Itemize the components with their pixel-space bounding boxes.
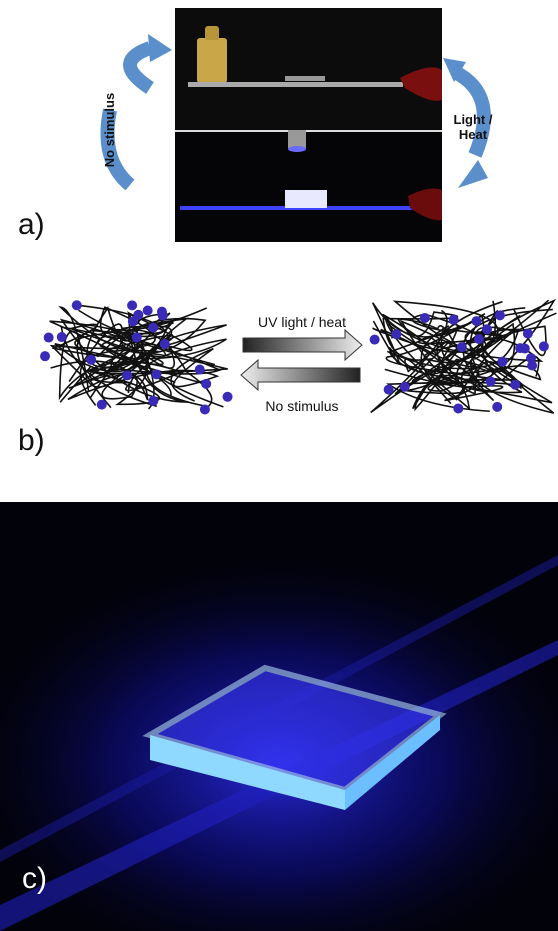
network-part bbox=[201, 379, 211, 389]
network-part bbox=[160, 339, 170, 349]
arrow-text: UV light / heat bbox=[240, 314, 364, 330]
network-part bbox=[127, 300, 137, 310]
network-part bbox=[391, 329, 401, 339]
network-part bbox=[492, 402, 502, 412]
network-part bbox=[132, 332, 142, 342]
network-part bbox=[400, 382, 410, 392]
network-part bbox=[370, 335, 380, 345]
network-part bbox=[474, 334, 484, 344]
network-part bbox=[472, 316, 482, 326]
network-part bbox=[195, 364, 205, 374]
network-part bbox=[497, 357, 507, 367]
network-part bbox=[200, 404, 210, 414]
network-part bbox=[495, 310, 505, 320]
network-part bbox=[526, 353, 536, 363]
network-part bbox=[510, 380, 520, 390]
network-part bbox=[420, 313, 430, 323]
network-part bbox=[86, 355, 96, 365]
network-part bbox=[457, 342, 467, 352]
network-part bbox=[122, 370, 132, 380]
photo-c bbox=[0, 502, 558, 931]
network-part bbox=[223, 392, 233, 402]
network-part bbox=[148, 323, 158, 333]
panel-label: a) bbox=[18, 208, 45, 242]
network-part bbox=[133, 310, 143, 320]
panel-label: c) bbox=[22, 862, 47, 896]
network-part bbox=[157, 307, 167, 317]
network-part bbox=[40, 351, 50, 361]
network-part bbox=[57, 332, 67, 342]
network-part bbox=[72, 300, 82, 310]
network-part bbox=[143, 306, 153, 316]
network-part bbox=[384, 385, 394, 395]
network-part bbox=[151, 369, 161, 379]
network-part bbox=[482, 324, 492, 334]
arrow-text: No stimulus bbox=[102, 70, 117, 190]
network-part bbox=[44, 333, 54, 343]
network-part bbox=[97, 400, 107, 410]
arrows-b bbox=[241, 330, 362, 390]
arrow-text: Light / Heat bbox=[448, 112, 498, 142]
network-part bbox=[523, 329, 533, 339]
network-part bbox=[486, 376, 496, 386]
network-part bbox=[148, 396, 158, 406]
network-part bbox=[520, 344, 530, 354]
network-part bbox=[449, 315, 459, 325]
network-part bbox=[539, 341, 549, 351]
panel-label: b) bbox=[18, 424, 45, 458]
figure-page: a) No stimulus Light / Heat b) UV light … bbox=[0, 0, 558, 931]
network-part bbox=[453, 403, 463, 413]
photo-a bbox=[108, 8, 489, 242]
arrow-text: No stimulus bbox=[240, 398, 364, 414]
